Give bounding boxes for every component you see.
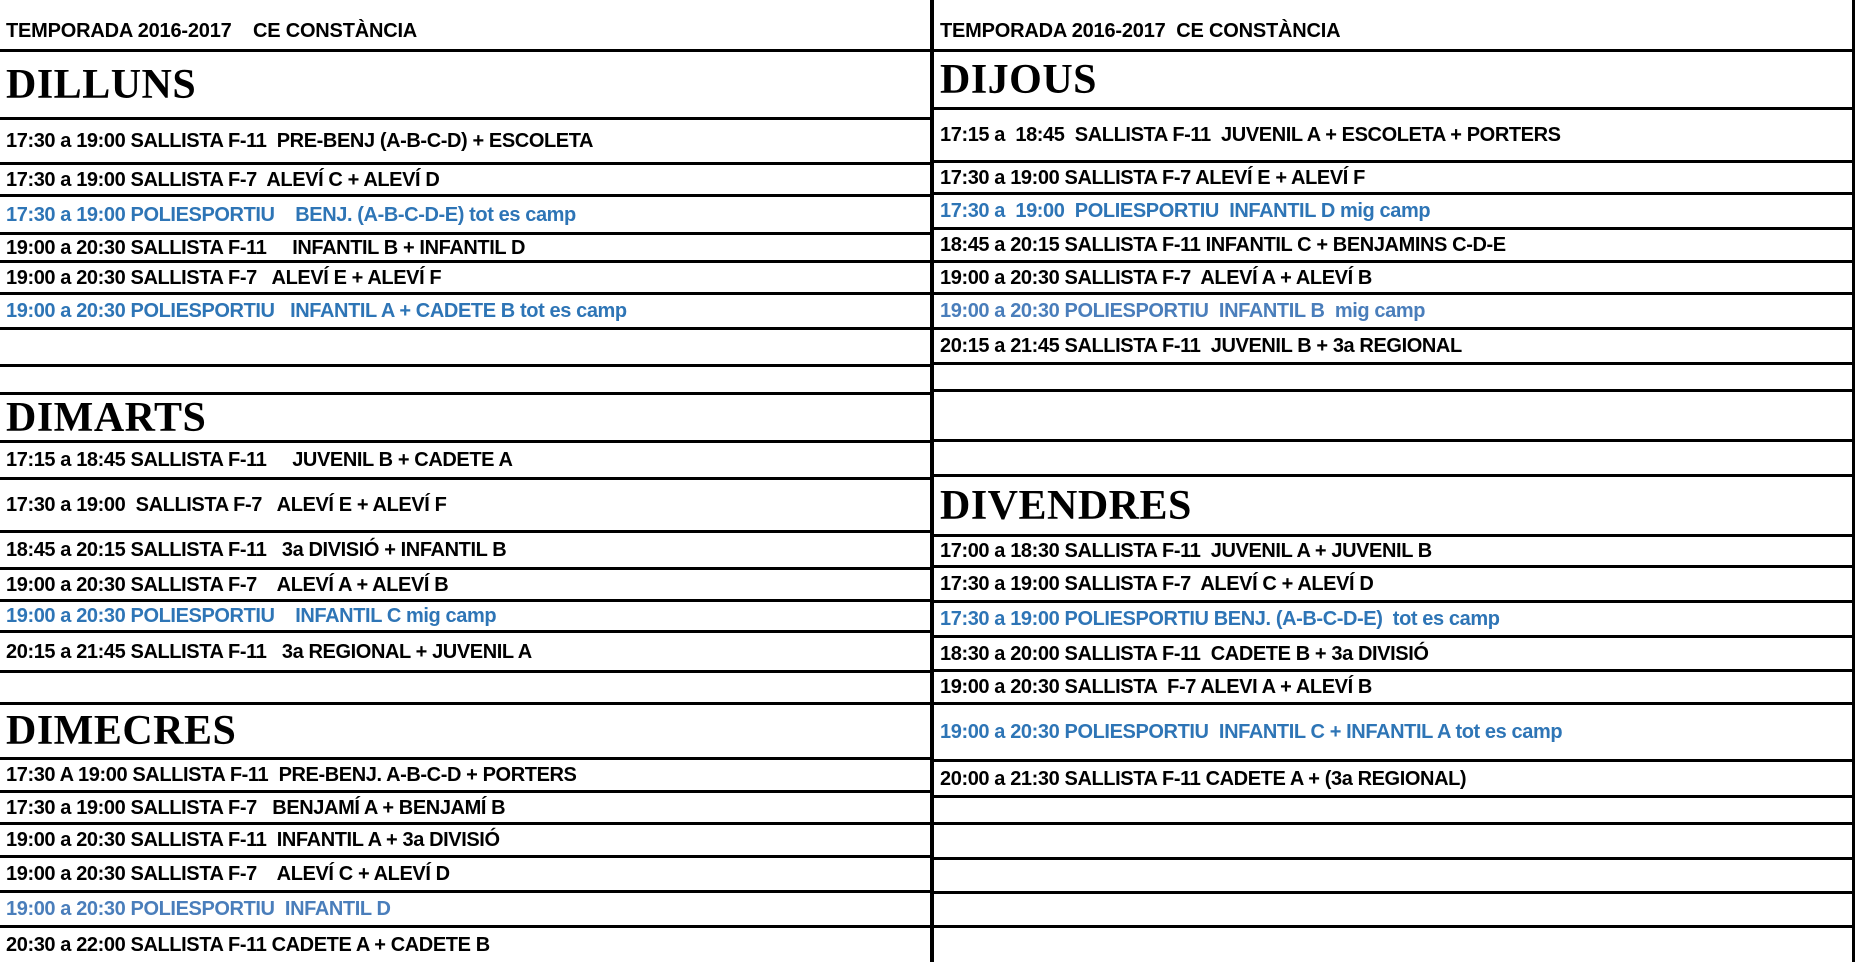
row-text: 19:00 a 20:30 POLIESPORTIU INFANTIL B mi… [940, 300, 1426, 322]
schedule-row: 20:30 a 22:00 SALLISTA F-11 CADETE A + C… [0, 928, 930, 962]
schedule-row: 17:15 a 18:45 SALLISTA F-11 JUVENIL A + … [934, 110, 1852, 163]
row-text: 17:30 a 19:00 SALLISTA F-7 ALEVÍ C + ALE… [940, 573, 1374, 595]
row-text: 19:00 a 20:30 SALLISTA F-7 ALEVÍ A + ALE… [940, 266, 1372, 289]
row-text: 17:00 a 18:30 SALLISTA F-11 JUVENIL A + … [940, 540, 1432, 562]
row-text: 17:30 a 19:00 SALLISTA F-7 BENJAMÍ A + B… [6, 796, 506, 819]
day-header: DIJOUS [934, 52, 1852, 110]
schedule-row: 19:00 a 20:30 POLIESPORTIU INFANTIL C + … [934, 705, 1852, 762]
day-header: DILLUNS [0, 52, 930, 120]
row-text: DILLUNS [6, 61, 197, 108]
empty-row [934, 928, 1852, 962]
schedule-row: 17:00 a 18:30 SALLISTA F-11 JUVENIL A + … [934, 537, 1852, 568]
schedule-row: 17:30 a 19:00 SALLISTA F-7 ALEVÍ C + ALE… [0, 165, 930, 197]
row-text: 17:15 a 18:45 SALLISTA F-11 JUVENIL A + … [940, 124, 1561, 146]
row-text: 19:00 a 20:30 SALLISTA F-7 ALEVI A + ALE… [940, 676, 1372, 698]
schedule-column-monday-wednesday: TEMPORADA 2016-2017 CE CONSTÀNCIA DILLUNS… [0, 0, 934, 962]
schedule-row: 17:30 a 19:00 POLIESPORTIU INFANTIL D mi… [934, 195, 1852, 230]
row-text: TEMPORADA 2016-2017 CE CONSTÀNCIA [6, 20, 418, 42]
schedule-row: 19:00 a 20:30 SALLISTA F-7 ALEVÍ A + ALE… [934, 263, 1852, 295]
row-text: 17:30 a 19:00 POLIESPORTIU BENJ. (A-B-C-… [940, 608, 1500, 630]
row-text: 20:15 a 21:45 SALLISTA F-11 JUVENIL B + … [940, 335, 1462, 357]
schedule-row: 17:30 a 19:00 SALLISTA F-11 PRE-BENJ (A-… [0, 120, 930, 165]
empty-row [934, 392, 1852, 442]
schedule-row: 17:15 a 18:45 SALLISTA F-11 JUVENIL B + … [0, 443, 930, 480]
empty-row [934, 894, 1852, 928]
row-text: 19:00 a 20:30 SALLISTA F-7 ALEVÍ E + ALE… [6, 266, 442, 289]
day-header: DIMARTS [0, 395, 930, 443]
row-text: DIMARTS [6, 395, 207, 441]
row-text: 17:30 a 19:00 POLIESPORTIU BENJ. (A-B-C-… [6, 203, 576, 226]
schedule-row: 17:30 a 19:00 SALLISTA F-7 ALEVÍ E + ALE… [934, 163, 1852, 195]
row-text: 18:30 a 20:00 SALLISTA F-11 CADETE B + 3… [940, 642, 1429, 665]
schedule-row: 20:15 a 21:45 SALLISTA F-11 3a REGIONAL … [0, 633, 930, 673]
schedule-row: 17:30 a 19:00 SALLISTA F-7 ALEVÍ E + ALE… [0, 480, 930, 533]
row-text: 19:00 a 20:30 POLIESPORTIU INFANTIL D [6, 898, 391, 920]
schedule-row: 17:30 a 19:00 SALLISTA F-7 BENJAMÍ A + B… [0, 793, 930, 825]
row-text: 19:00 a 20:30 POLIESPORTIU INFANTIL A + … [6, 300, 627, 322]
schedule-row: 19:00 a 20:30 SALLISTA F-7 ALEVÍ E + ALE… [0, 263, 930, 295]
schedule-row: 20:00 a 21:30 SALLISTA F-11 CADETE A + (… [934, 762, 1852, 798]
schedule-row: 19:00 a 20:30 POLIESPORTIU INFANTIL A + … [0, 295, 930, 330]
row-text: DIVENDRES [940, 482, 1192, 529]
schedule-row: 19:00 a 20:30 SALLISTA F-7 ALEVÍ C + ALE… [0, 858, 930, 893]
row-text: 18:45 a 20:15 SALLISTA F-11 3a DIVISIÓ +… [6, 539, 507, 561]
schedule-row: 19:00 a 20:30 SALLISTA F-11 INFANTIL A +… [0, 825, 930, 858]
schedule-row: 20:15 a 21:45 SALLISTA F-11 JUVENIL B + … [934, 330, 1852, 365]
schedule-column-thursday-friday: TEMPORADA 2016-2017 CE CONSTÀNCIA DIJOUS 1… [934, 0, 1855, 962]
row-text: 20:30 a 22:00 SALLISTA F-11 CADETE A + C… [6, 934, 490, 956]
schedule-row: 19:00 a 20:30 POLIESPORTIU INFANTIL D [0, 893, 930, 928]
empty-row [934, 860, 1852, 894]
empty-row [934, 825, 1852, 860]
row-text: DIMECRES [6, 708, 237, 754]
row-text: DIJOUS [940, 56, 1098, 103]
row-text: 17:30 a 19:00 POLIESPORTIU INFANTIL D mi… [940, 200, 1431, 222]
schedule-row: 18:30 a 20:00 SALLISTA F-11 CADETE B + 3… [934, 638, 1852, 672]
day-header: DIMECRES [0, 705, 930, 760]
schedule-row: 18:45 a 20:15 SALLISTA F-11 INFANTIL C +… [934, 230, 1852, 263]
season-title: TEMPORADA 2016-2017 CE CONSTÀNCIA [0, 0, 930, 52]
season-title: TEMPORADA 2016-2017 CE CONSTÀNCIA [934, 0, 1852, 52]
schedule-row: 17:30 a 19:00 SALLISTA F-7 ALEVÍ C + ALE… [934, 568, 1852, 603]
schedule-row: 19:00 a 20:30 SALLISTA F-7 ALEVÍ A + ALE… [0, 570, 930, 602]
empty-row [934, 442, 1852, 477]
empty-row [0, 330, 930, 367]
row-text: 17:30 a 19:00 SALLISTA F-7 ALEVÍ C + ALE… [6, 168, 440, 191]
empty-row [0, 673, 930, 705]
empty-row [0, 367, 930, 395]
row-text: 20:15 a 21:45 SALLISTA F-11 3a REGIONAL … [6, 640, 532, 663]
schedule-row: 19:00 a 20:30 SALLISTA F-7 ALEVI A + ALE… [934, 672, 1852, 705]
row-text: 19:00 a 20:30 SALLISTA F-11 INFANTIL A +… [6, 829, 500, 851]
row-text: TEMPORADA 2016-2017 CE CONSTÀNCIA [940, 20, 1341, 42]
row-text: 19:00 a 20:30 SALLISTA F-7 ALEVÍ C + ALE… [6, 863, 450, 885]
row-text: 19:00 a 20:30 POLIESPORTIU INFANTIL C + … [940, 721, 1563, 743]
row-text: 19:00 a 20:30 POLIESPORTIU INFANTIL C mi… [6, 605, 497, 627]
row-text: 19:00 a 20:30 SALLISTA F-7 ALEVÍ A + ALE… [6, 573, 449, 596]
schedule-row: 17:30 A 19:00 SALLISTA F-11 PRE-BENJ. A-… [0, 760, 930, 793]
schedule-row: 19:00 a 20:30 POLIESPORTIU INFANTIL C mi… [0, 602, 930, 633]
row-text: 17:30 a 19:00 SALLISTA F-11 PRE-BENJ (A-… [6, 130, 594, 152]
row-text: 20:00 a 21:30 SALLISTA F-11 CADETE A + (… [940, 767, 1467, 790]
row-text: 18:45 a 20:15 SALLISTA F-11 INFANTIL C +… [940, 234, 1506, 256]
empty-row [934, 365, 1852, 392]
empty-row [934, 798, 1852, 825]
row-text: 17:30 A 19:00 SALLISTA F-11 PRE-BENJ. A-… [6, 764, 577, 786]
schedule-row: 19:00 a 20:30 SALLISTA F-11 INFANTIL B +… [0, 235, 930, 263]
schedule-row: 17:30 a 19:00 POLIESPORTIU BENJ. (A-B-C-… [0, 197, 930, 235]
schedule-row: 17:30 a 19:00 POLIESPORTIU BENJ. (A-B-C-… [934, 603, 1852, 638]
schedule-row: 18:45 a 20:15 SALLISTA F-11 3a DIVISIÓ +… [0, 533, 930, 570]
row-text: 19:00 a 20:30 SALLISTA F-11 INFANTIL B +… [6, 236, 526, 259]
row-text: 17:15 a 18:45 SALLISTA F-11 JUVENIL B + … [6, 449, 513, 471]
row-text: 17:30 a 19:00 SALLISTA F-7 ALEVÍ E + ALE… [6, 494, 447, 516]
schedule-row: 19:00 a 20:30 POLIESPORTIU INFANTIL B mi… [934, 295, 1852, 330]
row-text: 17:30 a 19:00 SALLISTA F-7 ALEVÍ E + ALE… [940, 166, 1365, 189]
day-header: DIVENDRES [934, 477, 1852, 537]
